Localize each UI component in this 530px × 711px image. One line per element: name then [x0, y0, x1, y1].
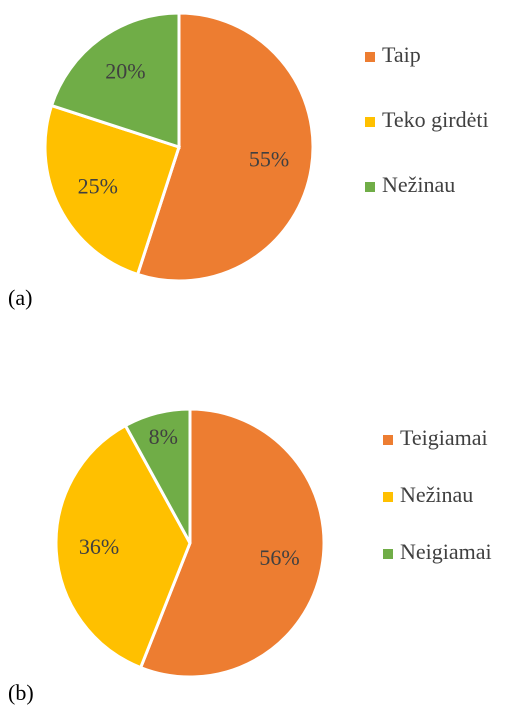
legend-swatch [365, 52, 375, 62]
pie-slice [138, 407, 326, 679]
pie-slice [123, 407, 192, 544]
legend-label: Teko girdėti [382, 107, 489, 132]
panel-label: (a) [8, 285, 32, 310]
pie-slice [54, 423, 192, 670]
legend-label: Nežinau [382, 172, 455, 197]
legend-swatch [365, 182, 375, 192]
legend-swatch [383, 549, 393, 559]
pie-slice [135, 11, 315, 283]
legend-swatch [383, 435, 393, 445]
pie-slice [49, 11, 181, 150]
data-label: 56% [259, 545, 299, 570]
data-label: 36% [79, 534, 119, 559]
legend-swatch [383, 492, 393, 502]
data-label: 25% [78, 173, 118, 198]
legend-swatch [365, 117, 375, 127]
data-label: 55% [249, 146, 289, 171]
legend-label: Taip [382, 42, 421, 67]
legend-label: Teigiamai [400, 425, 488, 450]
data-label: 20% [105, 58, 145, 83]
legend-label: Nežinau [400, 482, 473, 507]
pie-slice [43, 103, 181, 277]
data-label: 8% [149, 424, 178, 449]
panel-label: (b) [8, 680, 34, 705]
legend-label: Neigiamai [400, 539, 492, 564]
